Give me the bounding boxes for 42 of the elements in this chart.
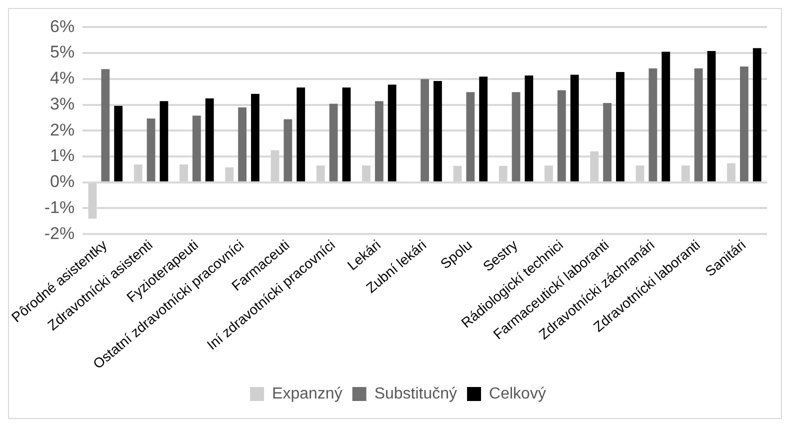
bar: [101, 69, 110, 182]
bar: [740, 66, 748, 182]
y-tick-label: 0%: [50, 172, 75, 192]
bar: [570, 74, 579, 182]
bar: [329, 104, 338, 182]
y-tick-label: 4%: [50, 68, 75, 88]
bar: [752, 48, 762, 182]
bar: [114, 106, 123, 182]
bar: [420, 79, 430, 182]
legend-label: Substitučný: [374, 385, 458, 402]
legend-label: Celkový: [489, 385, 546, 402]
bar: [251, 94, 260, 182]
bar: [466, 92, 475, 182]
bar: [205, 98, 214, 182]
bar: [374, 101, 384, 182]
bar: [707, 50, 716, 182]
bar: [524, 76, 534, 182]
bar: [434, 80, 442, 182]
bar: [146, 118, 156, 182]
y-tick-label: 1%: [50, 146, 75, 166]
y-tick-label: 3%: [50, 94, 75, 114]
bar: [662, 52, 670, 182]
bar: [603, 102, 612, 182]
y-tick-label: 6%: [50, 16, 75, 36]
bar: [479, 76, 488, 182]
bar: [296, 87, 306, 182]
bar: [388, 84, 396, 182]
y-tick-label: -2%: [44, 224, 75, 243]
bar: [616, 72, 624, 182]
bar: [557, 90, 566, 182]
y-tick-label: -1%: [44, 198, 75, 217]
legend-label: Expanzný: [272, 385, 342, 402]
bar: [284, 119, 292, 182]
bar: [694, 68, 703, 182]
y-tick-label: 5%: [50, 42, 75, 62]
bar: [648, 68, 658, 182]
bar: [238, 107, 246, 182]
bar: [160, 101, 168, 182]
bar: [192, 116, 201, 182]
bar: [512, 92, 520, 182]
bar: [342, 87, 351, 182]
y-tick-label: 2%: [50, 120, 75, 140]
